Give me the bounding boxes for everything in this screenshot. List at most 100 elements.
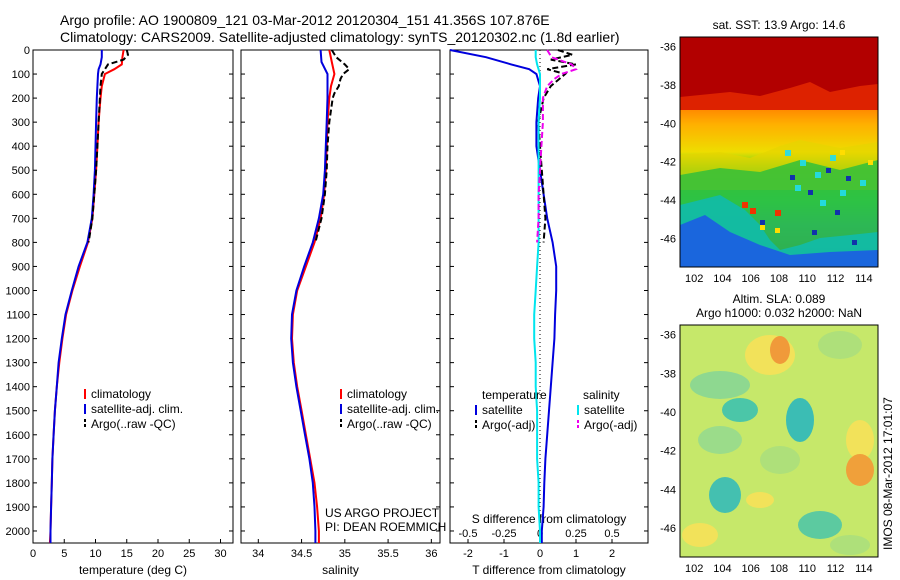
x-tick-label: -1: [499, 548, 509, 560]
x-tick-label: 15: [121, 548, 133, 560]
profile-panel-2: 34 34.5 35 35.5 36 salinity climatologysatelli…: [240, 49, 441, 577]
map-x-tick-label: 110: [799, 273, 817, 285]
map-x-tick-label: 102: [685, 273, 703, 285]
x-tick-label: -2: [463, 548, 473, 560]
x2-tick-label: -0.25: [491, 528, 516, 540]
plot-frame: [240, 49, 441, 544]
map-y-tick-label: -44: [660, 484, 676, 496]
map-y-tick-label: -36: [660, 330, 676, 342]
y-tick-label: 900: [12, 261, 30, 273]
x-tick-label: 0: [537, 548, 543, 560]
y-tick-label: 100: [12, 69, 30, 81]
x2-axis-label: S difference from climatology: [472, 512, 627, 526]
y-tick-label: 1100: [6, 310, 30, 322]
map-x-tick-label: 110: [799, 563, 817, 575]
map-y-tick-label: -36: [660, 42, 676, 54]
timestamp: IMOS 08-Mar-2012 17:01:07: [881, 397, 895, 550]
profile-panel-1: 0100200300400500600700800900100011001200…: [6, 45, 234, 577]
series-line-satellite: [533, 50, 541, 543]
map-y-tick-label: -40: [660, 118, 676, 130]
project-line-2: PI: DEAN ROEMMICH: [325, 520, 446, 534]
legend-entry: Argo(-adj): [584, 418, 637, 432]
map-x-tick-label: 108: [770, 563, 788, 575]
y-tick-label: 1600: [6, 430, 30, 442]
x-tick-label: 0: [30, 548, 36, 560]
profile-panel-3: -2 -1 0 1 2 T difference from climatology -0.5…: [449, 49, 649, 577]
y-tick-label: 1400: [6, 382, 30, 394]
map-y-tick-label: -42: [660, 446, 676, 458]
map-y-tick-label: -46: [660, 233, 676, 245]
x-tick-label: 2: [609, 548, 615, 560]
y-tick-label: 400: [12, 141, 30, 153]
map-title: Altim. SLA: 0.089: [733, 292, 826, 306]
y-tick-label: 0: [24, 45, 30, 57]
series-line-argo---raw--qc-: [87, 49, 130, 243]
project-line-1: US ARGO PROJECT: [325, 506, 440, 520]
map-x-tick-label: 106: [742, 273, 760, 285]
y-tick-label: 300: [12, 117, 30, 129]
plot-frame: [32, 49, 234, 544]
title-line-1: Argo profile: AO 1900809_121 03-Mar-2012…: [60, 12, 550, 28]
x-tick-label: 34: [252, 548, 264, 560]
x-tick-label: 30: [214, 548, 226, 560]
map-x-tick-label: 106: [742, 563, 760, 575]
map-x-tick-label: 112: [827, 563, 845, 575]
series-line-argo--adj-: [536, 49, 578, 243]
y-tick-label: 1500: [6, 406, 30, 418]
map-title: Argo h1000: 0.032 h2000: NaN: [696, 306, 862, 320]
x-tick-label: 35.5: [377, 548, 398, 560]
legend-entry: satellite: [482, 403, 523, 417]
map-y-tick-label: -42: [660, 157, 676, 169]
x2-tick-label: 0.25: [565, 528, 586, 540]
title-line-2: Climatology: CARS2009. Satellite-adjuste…: [60, 29, 620, 45]
x2-tick-label: -0.5: [459, 528, 478, 540]
x-tick-label: 1: [573, 548, 579, 560]
x-tick-label: 10: [89, 548, 101, 560]
y-tick-label: 1800: [6, 478, 30, 490]
map-x-tick-label: 112: [827, 273, 845, 285]
x-axis-label: T difference from climatology: [472, 563, 626, 577]
sla-map: [679, 324, 879, 558]
series-line-satellite-adj--clim-: [49, 50, 103, 543]
legend-entry: Argo(..raw -QC): [347, 417, 432, 431]
legend-header-salinity: salinity: [583, 388, 620, 402]
y-tick-label: 600: [12, 189, 30, 201]
x-axis-label: salinity: [322, 563, 359, 577]
legend-entry: satellite-adj. clim.: [91, 402, 183, 416]
sla-map-axes: 102 104 106 108 110 112 114 -36 -38 -40 -42 -44 -46 A…: [660, 292, 873, 575]
y-tick-label: 1000: [6, 285, 30, 297]
y-tick-label: 800: [12, 237, 30, 249]
y-tick-label: 700: [12, 213, 30, 225]
legend-entry: Argo(-adj): [482, 418, 535, 432]
map-x-tick-label: 104: [713, 273, 731, 285]
legend-entry: Argo(..raw -QC): [91, 417, 176, 431]
plot-frame: [449, 49, 649, 544]
y-tick-label: 200: [12, 93, 30, 105]
sst-map: [679, 36, 879, 268]
x-tick-label: 25: [183, 548, 195, 560]
map-y-tick-label: -40: [660, 407, 676, 419]
y-tick-label: 1900: [6, 502, 30, 514]
y-tick-label: 500: [12, 165, 30, 177]
legend-entry: climatology: [347, 387, 407, 401]
series-line-argo---raw--qc-: [314, 49, 351, 243]
map-title: sat. SST: 13.9 Argo: 14.6: [713, 18, 846, 32]
map-x-tick-label: 102: [685, 563, 703, 575]
x-tick-label: 35: [339, 548, 351, 560]
map-x-tick-label: 104: [713, 563, 731, 575]
legend-entry: satellite-adj. clim.: [347, 402, 439, 416]
x-tick-label: 36: [425, 548, 437, 560]
legend-entry: climatology: [91, 387, 151, 401]
x-axis-label: temperature (deg C): [79, 563, 187, 577]
x-tick-label: 34.5: [291, 548, 312, 560]
map-x-tick-label: 114: [855, 273, 873, 285]
map-y-tick-label: -38: [660, 80, 676, 92]
map-y-tick-label: -38: [660, 368, 676, 380]
x-tick-label: 5: [61, 548, 67, 560]
map-y-tick-label: -46: [660, 523, 676, 535]
legend-header-temperature: temperature: [482, 388, 547, 402]
y-tick-label: 1700: [6, 454, 30, 466]
x2-tick-label: 0.5: [604, 528, 619, 540]
x-tick-label: 20: [152, 548, 164, 560]
